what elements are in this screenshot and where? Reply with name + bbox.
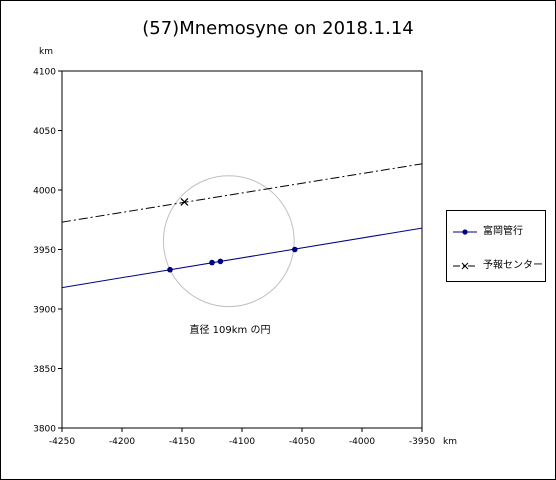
- y-tick-label: 4000: [33, 187, 56, 197]
- x-axis-label: km: [443, 437, 457, 447]
- y-axis-label: km: [39, 47, 53, 57]
- circle-label: 直径 109km の円: [190, 323, 271, 336]
- x-tick-label: -4100: [229, 437, 255, 447]
- data-point-cross: [180, 197, 189, 206]
- legend-label-series-1: 富岡管行: [483, 226, 523, 237]
- data-point: [167, 266, 173, 273]
- y-tick-label: 4050: [33, 127, 56, 137]
- data-point: [292, 246, 298, 253]
- data-point: [217, 258, 224, 265]
- x-tick-label: -4000: [349, 437, 375, 447]
- legend-marker-series-2: [453, 262, 477, 270]
- plot-area: [61, 70, 423, 429]
- y-tick-label: 4100: [33, 68, 56, 78]
- x-tick-label: -4150: [169, 437, 195, 447]
- x-tick-label: -4250: [49, 437, 75, 447]
- y-tick-label: 3850: [33, 365, 56, 375]
- diameter-circle: [162, 175, 295, 308]
- legend-marker-series-1: [453, 229, 477, 235]
- x-tick-label: -4050: [289, 437, 315, 447]
- legend-label-series-2: 予報センター: [483, 260, 543, 271]
- chart-title: (57)Mnemosyne on 2018.1.14: [142, 18, 414, 39]
- y-tick-label: 3900: [33, 306, 56, 316]
- x-tick-label: -3950: [409, 437, 435, 447]
- y-tick-label: 3950: [33, 246, 56, 256]
- data-point: [209, 259, 215, 266]
- x-tick-label: -4200: [109, 437, 135, 447]
- legend: 富岡管行 予報センター: [446, 210, 546, 282]
- y-tick-label: 3800: [33, 425, 56, 435]
- series-line-1: [62, 227, 422, 289]
- series-line-2: [62, 163, 422, 223]
